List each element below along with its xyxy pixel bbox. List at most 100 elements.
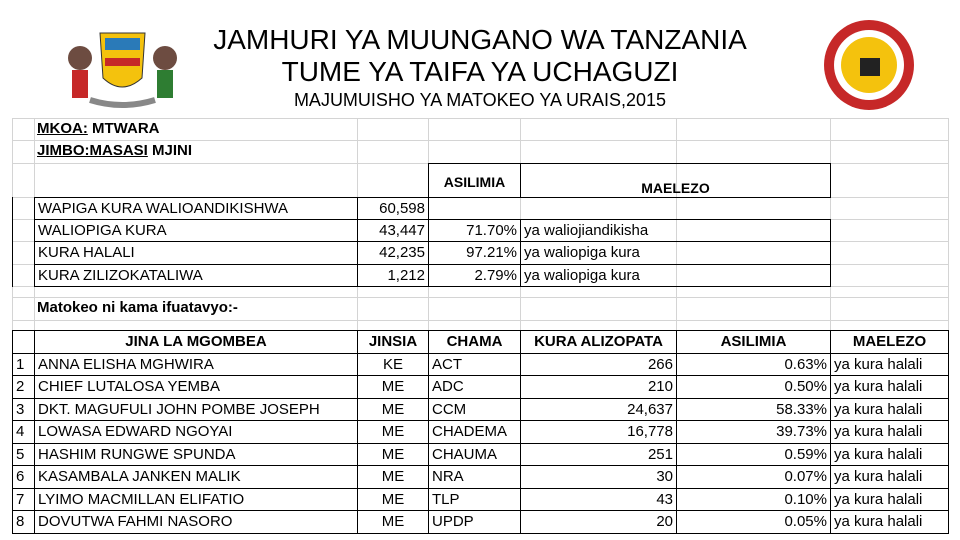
grid-cell [428, 140, 521, 164]
results-cell: 0.05% [676, 510, 831, 534]
summary-label: KURA ZILIZOKATALIWA [34, 264, 358, 287]
results-cell: ME [357, 442, 429, 466]
results-cell: 16,778 [520, 420, 677, 444]
grid-cell [830, 241, 949, 265]
grid-cell [676, 197, 831, 220]
results-cell: 0.63% [676, 352, 831, 376]
results-cell: KE [357, 352, 429, 376]
results-cell: UPDP [428, 510, 521, 534]
results-cell: 58.33% [676, 397, 831, 421]
coat-of-arms [68, 32, 177, 108]
grid-cell [830, 197, 949, 220]
results-cell: 4 [12, 420, 35, 444]
results-cell: 210 [520, 375, 677, 399]
results-cell: LYIMO MACMILLAN ELIFATIO [34, 487, 358, 511]
summary-count: 43,447 [357, 219, 429, 242]
results-cell: HASHIM RUNGWE SPUNDA [34, 442, 358, 466]
summary-note: ya waliopiga kura [520, 264, 831, 287]
results-header: MAELEZO [830, 330, 949, 354]
results-cell: 6 [12, 465, 35, 489]
summary-header: MAELEZO [520, 163, 831, 198]
summary-percent: 2.79% [428, 264, 521, 287]
note: Matokeo ni kama ifuatavyo:- [37, 299, 238, 316]
results-header: JINSIA [357, 330, 429, 354]
results-cell: 266 [520, 352, 677, 376]
grid-cell [357, 118, 429, 141]
grid-cell [12, 163, 35, 198]
summary-label: WALIOPIGA KURA [34, 219, 358, 242]
nec-logo [824, 20, 914, 110]
grid-cell [12, 140, 35, 164]
grid-cell [34, 163, 358, 198]
results-cell: 0.07% [676, 465, 831, 489]
results-cell: 24,637 [520, 397, 677, 421]
summary-count: 60,598 [357, 197, 429, 220]
summary-count: 42,235 [357, 241, 429, 265]
results-cell: 20 [520, 510, 677, 534]
grid-cell [520, 197, 677, 220]
grid-cell [428, 297, 521, 321]
bracket [12, 197, 35, 287]
results-cell: CHAUMA [428, 442, 521, 466]
summary-note: ya waliopiga kura [520, 241, 831, 265]
summary-note: ya waliojiandikisha [520, 219, 831, 242]
results-cell: ANNA ELISHA MGHWIRA [34, 352, 358, 376]
results-cell: ya kura halali [830, 375, 949, 399]
summary-header: ASILIMIA [428, 163, 521, 198]
results-header: CHAMA [428, 330, 521, 354]
results-cell: CHADEMA [428, 420, 521, 444]
grid-cell [428, 118, 521, 141]
results-cell: 0.59% [676, 442, 831, 466]
grid-cell [520, 118, 677, 141]
results-cell: 5 [12, 442, 35, 466]
label: JIMBO:MASASI [37, 142, 148, 159]
results-cell: LOWASA EDWARD NGOYAI [34, 420, 358, 444]
grid-cell [830, 297, 949, 321]
results-cell: ya kura halali [830, 510, 949, 534]
grid-cell [830, 163, 949, 198]
results-cell: ACT [428, 352, 521, 376]
results-cell: DKT. MAGUFULI JOHN POMBE JOSEPH [34, 397, 358, 421]
results-cell: ME [357, 420, 429, 444]
label: MJINI [152, 142, 193, 159]
results-cell: 7 [12, 487, 35, 511]
results-cell: 8 [12, 510, 35, 534]
summary-count: 1,212 [357, 264, 429, 287]
results-cell: 39.73% [676, 420, 831, 444]
summary-label: WAPIGA KURA WALIOANDIKISHWA [34, 197, 358, 220]
jimbo-row: JIMBO:MASASI MJINI [34, 140, 358, 164]
grid-cell [357, 140, 429, 164]
grid-cell [428, 197, 521, 220]
results-cell: ADC [428, 375, 521, 399]
report-title: MAJUMUISHO YA MATOKEO YA URAIS,2015 [293, 90, 667, 110]
grid-cell [12, 118, 35, 141]
results-cell: TLP [428, 487, 521, 511]
results-cell: 3 [12, 397, 35, 421]
results-cell: ya kura halali [830, 442, 949, 466]
grid-cell [676, 297, 831, 321]
results-cell: ya kura halali [830, 352, 949, 376]
results-cell: KASAMBALA JANKEN MALIK [34, 465, 358, 489]
grid-cell [520, 140, 677, 164]
grid-cell [830, 219, 949, 242]
results-cell: ya kura halali [830, 397, 949, 421]
results-cell: ya kura halali [830, 487, 949, 511]
results-header: KURA ALIZOPATA [520, 330, 677, 354]
grid-cell [830, 118, 949, 141]
results-cell: ya kura halali [830, 420, 949, 444]
mkoa-row: MKOA: MTWARA [34, 118, 358, 141]
results-cell: 30 [520, 465, 677, 489]
results-cell: 0.10% [676, 487, 831, 511]
results-cell: DOVUTWA FAHMI NASORO [34, 510, 358, 534]
results-cell: 251 [520, 442, 677, 466]
grid-cell [676, 140, 831, 164]
results-header: JINA LA MGOMBEA [34, 330, 358, 354]
results-cell: CCM [428, 397, 521, 421]
grid-cell [676, 118, 831, 141]
results-cell: ya kura halali [830, 465, 949, 489]
summary-percent: 97.21% [428, 241, 521, 265]
grid-cell [357, 163, 429, 198]
results-cell: ME [357, 487, 429, 511]
summary-percent: 71.70% [428, 219, 521, 242]
